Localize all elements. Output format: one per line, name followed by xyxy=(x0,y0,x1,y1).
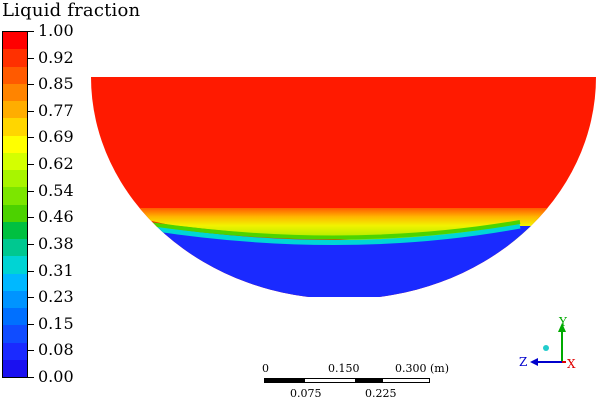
colorbar-band xyxy=(3,83,27,101)
colorbar-band xyxy=(3,221,27,239)
colorbar xyxy=(2,31,28,378)
view-origin-icon xyxy=(543,345,549,351)
scale-label-0225: 0.225 xyxy=(365,387,397,400)
colorbar-tick-label: 0.92 xyxy=(38,47,74,67)
colorbar-band xyxy=(3,239,27,257)
colorbar-tick-label: 0.00 xyxy=(38,367,74,386)
colorbar-tick-label: 1.00 xyxy=(38,21,74,40)
colorbar-band xyxy=(3,204,27,222)
colorbar-band xyxy=(3,66,27,84)
colorbar-tick-label: 0.69 xyxy=(38,127,74,147)
colorbar-tick xyxy=(28,57,34,59)
colorbar-tick xyxy=(28,323,34,325)
colorbar-tick-label: 0.54 xyxy=(38,180,74,200)
colorbar-tick xyxy=(28,297,34,299)
colorbar-tick xyxy=(28,217,34,219)
scale-label-0: 0 xyxy=(262,362,269,375)
colorbar-band xyxy=(3,187,27,205)
colorbar-band xyxy=(3,101,27,119)
colorbar-band xyxy=(3,118,27,136)
colorbar-tick xyxy=(28,110,34,112)
colorbar-band xyxy=(3,152,27,170)
scale-label-0300: 0.300 (m) xyxy=(395,362,450,375)
boundary-green xyxy=(149,220,521,240)
colorbar-band xyxy=(3,342,27,360)
scale-label-0075: 0.075 xyxy=(290,387,322,400)
colorbar-tick-label: 0.08 xyxy=(38,340,74,360)
vessel-field xyxy=(91,77,596,297)
colorbar-ticks: 1.00 0.92 0.85 0.77 0.69 0.62 0.54 0.46 0.38 0.31… xyxy=(0,0,100,400)
axis-z-label: Z xyxy=(519,355,527,369)
axis-triad: Y Z X xyxy=(519,315,576,371)
colorbar-tick-label: 0.46 xyxy=(38,207,74,227)
colorbar-tick xyxy=(28,270,34,272)
scale-label-0150: 0.150 xyxy=(328,362,360,375)
colorbar-band xyxy=(3,170,27,188)
legend-title: Liquid fraction xyxy=(2,0,141,21)
scale-segment-1 xyxy=(264,378,304,383)
colorbar-tick xyxy=(28,137,34,139)
colorbar-tick xyxy=(28,350,34,352)
y-arrow-icon xyxy=(558,323,566,332)
colorbar-band xyxy=(3,359,27,377)
colorbar-band xyxy=(3,325,27,343)
colorbar-band xyxy=(3,256,27,274)
colorbar-band xyxy=(3,49,27,67)
colorbar-tick-label: 0.38 xyxy=(38,233,74,253)
z-arrow-icon xyxy=(530,358,538,366)
colorbar-tick-label: 0.62 xyxy=(38,154,74,174)
colorbar-band xyxy=(3,32,27,50)
colorbar-tick xyxy=(28,243,34,245)
colorbar-tick xyxy=(28,84,34,86)
colorbar-band xyxy=(3,308,27,326)
colorbar-tick-label: 0.23 xyxy=(38,287,74,307)
colorbar-tick-label: 0.15 xyxy=(38,313,74,333)
colorbar-band xyxy=(3,273,27,291)
axis-x-label: X xyxy=(567,357,576,371)
colorbar-tick xyxy=(28,190,34,192)
colorbar-band xyxy=(3,290,27,308)
scale-segment-2 xyxy=(304,378,356,383)
axis-y-label: Y xyxy=(558,315,568,329)
scale-segment-4 xyxy=(382,378,430,383)
colorbar-tick-label: 0.31 xyxy=(38,260,74,280)
boundary-cyan xyxy=(149,223,521,245)
colorbar-tick-label: 0.77 xyxy=(38,100,74,120)
scale-segment-3 xyxy=(356,378,382,383)
colorbar-tick xyxy=(28,31,34,32)
colorbar-tick xyxy=(28,377,34,378)
colorbar-tick-label: 0.85 xyxy=(38,74,74,94)
colorbar-band xyxy=(3,135,27,153)
colorbar-tick xyxy=(28,164,34,166)
